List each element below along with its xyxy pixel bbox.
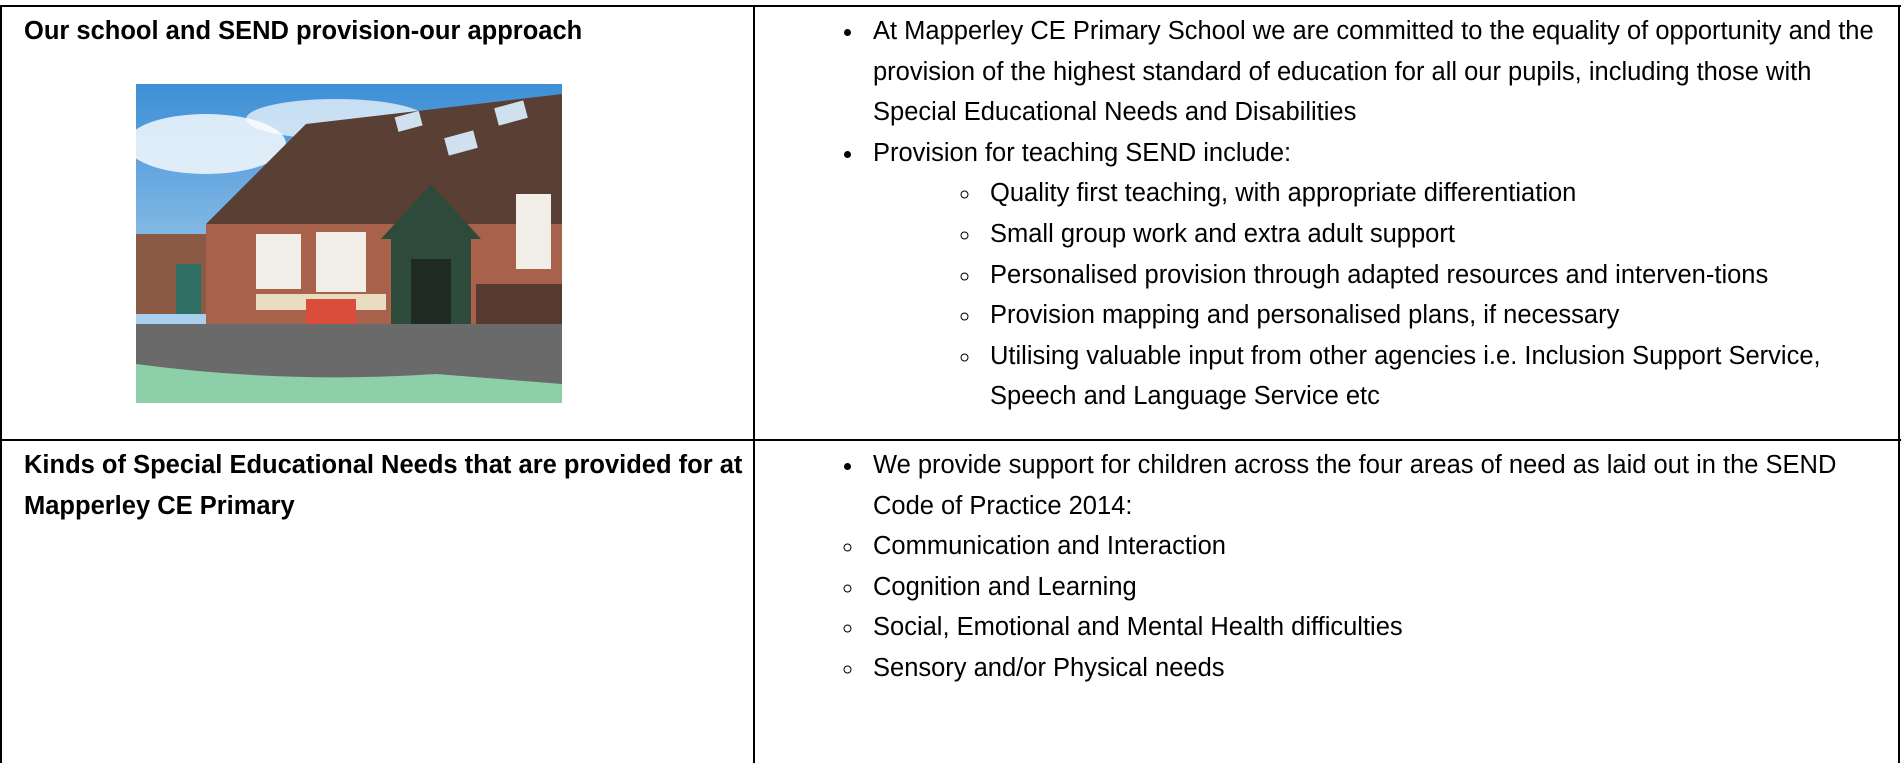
sub-item: Utilising valuable input from other agen… — [982, 336, 1885, 417]
sub-item: Small group work and extra adult support — [982, 214, 1885, 255]
heading-cell: Kinds of Special Educational Needs that … — [2, 441, 754, 763]
table-border — [0, 5, 2, 763]
column-divider — [753, 5, 755, 763]
bullet-item: At Mapperley CE Primary School we are co… — [865, 11, 1885, 133]
sub-item: Provision mapping and personalised plans… — [982, 295, 1885, 336]
bullet-list: We provide support for children across t… — [756, 445, 1885, 526]
item-text: At Mapperley CE Primary School we are co… — [873, 17, 1874, 127]
table-border — [1898, 5, 1900, 763]
circle-item: Communication and Interaction — [865, 526, 1885, 567]
content-cell: At Mapperley CE Primary School we are co… — [756, 7, 1899, 439]
item-text: Provision for teaching SEND include: — [873, 138, 1292, 167]
content-cell: We provide support for children across t… — [756, 441, 1899, 763]
circle-list: Communication and InteractionCognition a… — [756, 526, 1885, 688]
sub-item: Quality first teaching, with appropriate… — [982, 173, 1885, 214]
row-heading: Our school and SEND provision-our approa… — [24, 17, 583, 45]
circle-item: Sensory and/or Physical needs — [865, 648, 1885, 689]
circle-item: Social, Emotional and Mental Health diff… — [865, 607, 1885, 648]
item-text: We provide support for children across t… — [873, 451, 1837, 520]
sub-list: Quality first teaching, with appropriate… — [873, 173, 1885, 417]
row-heading: Kinds of Special Educational Needs that … — [24, 451, 743, 520]
table-border — [0, 5, 1901, 7]
circle-item: Cognition and Learning — [865, 567, 1885, 608]
school-photo — [136, 84, 562, 403]
row-divider — [0, 439, 1901, 441]
bullet-list: At Mapperley CE Primary School we are co… — [756, 11, 1885, 417]
bullet-item: We provide support for children across t… — [865, 445, 1885, 526]
heading-cell: Our school and SEND provision-our approa… — [2, 7, 754, 439]
sub-item: Personalised provision through adapted r… — [982, 255, 1885, 296]
bullet-item: Provision for teaching SEND include: Qual… — [865, 133, 1885, 417]
